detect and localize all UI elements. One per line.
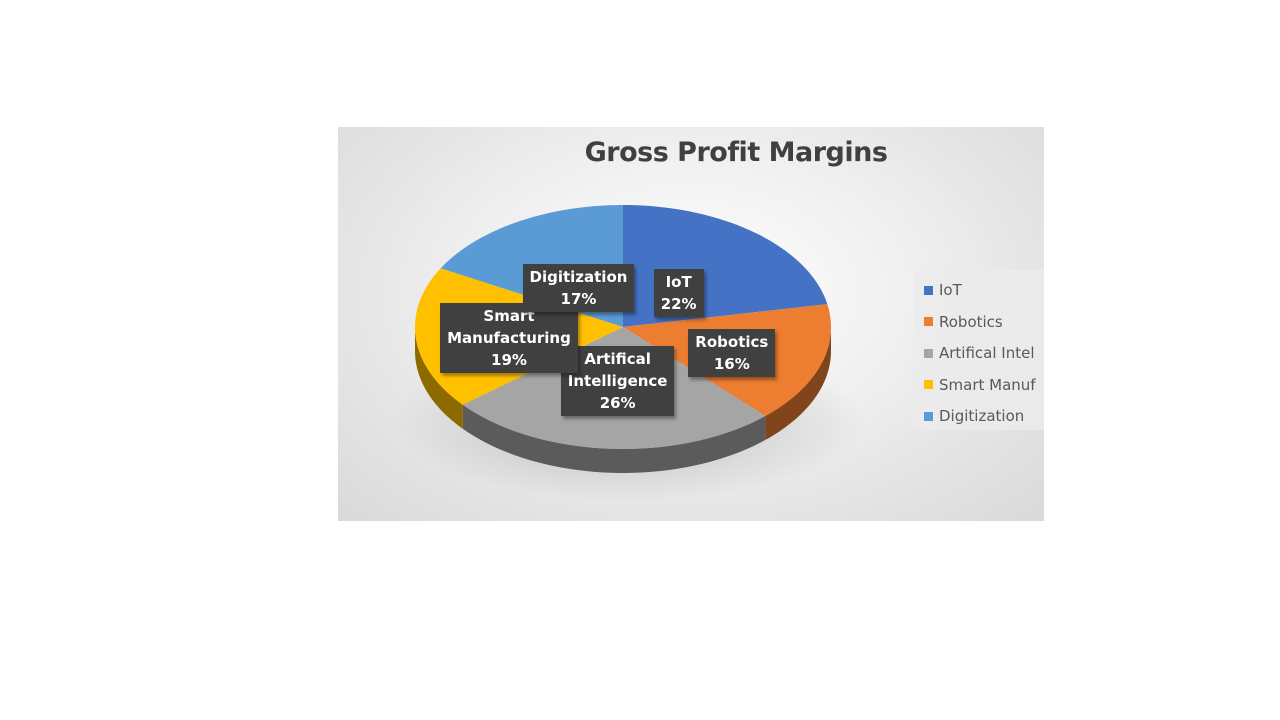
legend-label: IoT	[939, 281, 962, 299]
data-label-value: 16%	[713, 354, 750, 373]
data-label-artifical-intelligence: Artifical Intelligence 26%	[560, 345, 675, 416]
data-label-robotics: Robotics 16%	[688, 328, 776, 377]
data-label-iot: IoT 22%	[653, 268, 704, 317]
data-label-text: Smart	[483, 307, 535, 326]
legend-swatch	[924, 348, 933, 358]
legend-item: Smart Manuf	[924, 375, 1036, 395]
data-label-value: 26%	[599, 393, 636, 412]
data-label-text: Robotics	[695, 332, 769, 351]
legend-swatch	[924, 411, 933, 421]
legend: IoT Robotics Artifical Intel Smart Manuf Dig…	[914, 270, 1044, 430]
data-label-text: IoT	[665, 272, 692, 291]
data-label-text: Artifical	[584, 349, 651, 368]
data-label-smart-manufacturing: Smart Manufacturing 19%	[440, 303, 578, 374]
slice-side-smart-manufacturing	[415, 327, 463, 429]
slice-side-artifical-intelligence	[462, 404, 766, 473]
legend-item: Digitization	[924, 406, 1024, 426]
data-label-text: Manufacturing	[447, 329, 571, 348]
data-label-text: Digitization	[529, 267, 628, 286]
legend-label: Smart Manuf	[939, 375, 1036, 394]
data-label-value: 19%	[491, 351, 527, 370]
legend-swatch	[924, 317, 933, 326]
legend-swatch	[924, 285, 933, 295]
data-label-value: 17%	[560, 289, 597, 308]
chart-title: Gross Profit Margins	[584, 137, 888, 168]
legend-item: IoT	[924, 280, 962, 300]
legend-item: Robotics	[924, 312, 1003, 332]
data-label-text: Intelligence	[567, 371, 668, 390]
data-label-value: 22%	[660, 294, 697, 313]
legend-label: Artifical Intel	[939, 344, 1035, 362]
slice-side-robotics	[765, 327, 831, 440]
legend-label: Robotics	[939, 312, 1003, 331]
legend-swatch	[924, 380, 933, 389]
data-label-digitization: Digitization 17%	[522, 263, 635, 312]
legend-label: Digitization	[939, 407, 1025, 425]
legend-item: Artifical Intel	[924, 343, 1035, 363]
pie-walls	[415, 327, 831, 473]
chart-area: Gross Profit Margins IoT 22% Robotics 16% Ar…	[338, 127, 1044, 521]
